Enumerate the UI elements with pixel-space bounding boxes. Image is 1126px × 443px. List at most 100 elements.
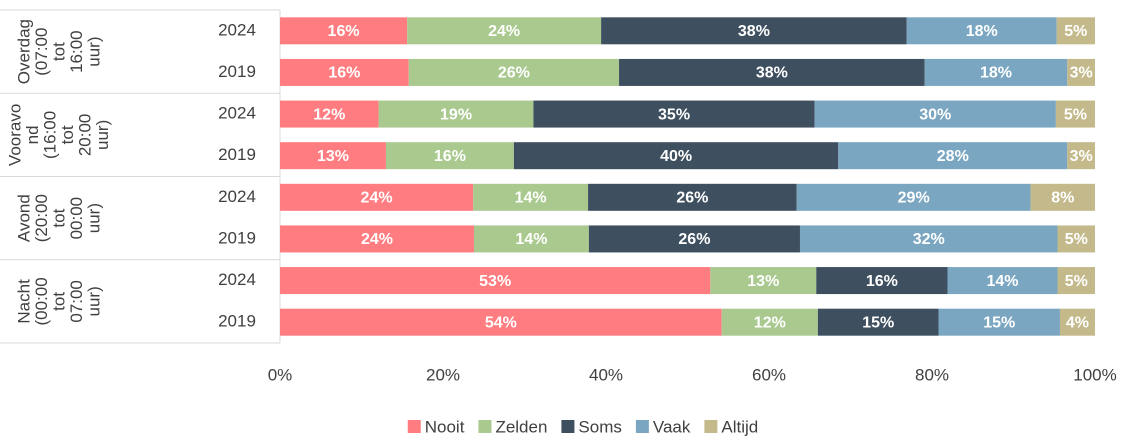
value-label: 24% [361, 231, 393, 248]
value-label: 13% [747, 273, 779, 290]
bar-segment [817, 308, 939, 336]
bar-segment [816, 267, 948, 295]
value-label: 12% [754, 314, 786, 331]
bar-segment [601, 17, 907, 45]
value-label: 5% [1065, 231, 1088, 248]
y-tick-label: 2019 [218, 228, 256, 247]
legend-label: Nooit [425, 417, 465, 436]
value-label: 18% [966, 23, 998, 40]
legend-label: Soms [578, 417, 621, 436]
group-label: tot [49, 292, 68, 311]
bar-segment [838, 142, 1068, 170]
legend-swatch [478, 420, 492, 433]
bar-segment [378, 100, 534, 128]
group-label: Nacht [14, 279, 33, 324]
bar-segment [280, 308, 722, 336]
x-tick-label: 60% [752, 365, 786, 384]
value-label: 16% [328, 65, 360, 82]
bar-segment [533, 100, 815, 128]
legend-swatch [407, 420, 421, 433]
bar-segment [280, 58, 409, 86]
value-label: 38% [756, 65, 788, 82]
group-label: uur) [93, 120, 112, 150]
group-label: 07:00 [67, 280, 86, 323]
group-label: nd [23, 125, 42, 144]
value-label: 12% [313, 106, 345, 123]
y-tick-label: 2019 [218, 145, 256, 164]
bar-segment [1055, 100, 1095, 128]
bar-segment [1056, 17, 1095, 45]
bar-segment [1059, 308, 1095, 336]
group-label: (00:00 [32, 277, 51, 325]
value-label: 54% [485, 314, 517, 331]
value-label: 14% [515, 190, 547, 207]
legend-label: Altijd [721, 417, 758, 436]
value-label: 38% [738, 23, 770, 40]
value-label: 29% [898, 190, 930, 207]
y-tick-label: 2019 [218, 62, 256, 81]
bar-segment [473, 183, 589, 211]
value-label: 30% [919, 106, 951, 123]
group-label: (20:00 [32, 194, 51, 242]
legend-swatch [561, 420, 575, 433]
value-label: 5% [1064, 23, 1087, 40]
value-label: 3% [1070, 65, 1093, 82]
bar-segment [280, 100, 379, 128]
legend-swatch [635, 420, 649, 433]
bar-segment [280, 183, 474, 211]
bar-segment [814, 100, 1056, 128]
bar-segment [407, 17, 602, 45]
group-label: uur) [84, 203, 103, 233]
value-label: 35% [658, 106, 690, 123]
value-label: 3% [1070, 148, 1093, 165]
group-label: uur) [84, 286, 103, 316]
bar-segment [1057, 225, 1095, 253]
legend-swatch [704, 420, 718, 433]
value-label: 26% [676, 190, 708, 207]
bar-segment [710, 267, 817, 295]
value-label: 24% [361, 190, 393, 207]
value-label: 4% [1066, 314, 1089, 331]
bar-segment [1067, 142, 1095, 170]
bar-segment [906, 17, 1057, 45]
value-label: 5% [1064, 106, 1087, 123]
value-label: 13% [317, 148, 349, 165]
legend-label: Vaak [653, 417, 691, 436]
value-label: 16% [434, 148, 466, 165]
group-label: 16:00 [67, 30, 86, 73]
group-label: Vooravo [6, 104, 25, 166]
value-label: 5% [1065, 273, 1088, 290]
x-tick-label: 40% [589, 365, 623, 384]
bar-segment [385, 142, 514, 170]
group-label: tot [49, 42, 68, 61]
value-label: 14% [986, 273, 1018, 290]
y-tick-label: 2024 [218, 187, 256, 206]
value-label: 16% [866, 273, 898, 290]
group-label: 20:00 [76, 114, 95, 157]
value-label: 15% [983, 314, 1015, 331]
x-tick-label: 0% [268, 365, 293, 384]
value-label: 26% [498, 65, 530, 82]
value-label: 8% [1051, 190, 1074, 207]
bar-segment [473, 225, 589, 253]
group-label: 00:00 [67, 197, 86, 240]
group-label: tot [49, 208, 68, 227]
x-tick-label: 20% [426, 365, 460, 384]
bar-segment [1030, 183, 1095, 211]
bar-segment [588, 225, 800, 253]
value-label: 15% [862, 314, 894, 331]
bar-segment [280, 142, 386, 170]
value-label: 53% [479, 273, 511, 290]
bar-segment [796, 183, 1031, 211]
group-label: Avond [14, 194, 33, 242]
bar-segment [408, 58, 620, 86]
value-label: 19% [440, 106, 472, 123]
bar-segment [619, 58, 925, 86]
bar-segment [513, 142, 839, 170]
legend: Nooit Zelden Soms Vaak Altijd [407, 417, 758, 436]
bar-segment [924, 58, 1068, 86]
bar-segment [1057, 267, 1095, 295]
bar-segment [280, 17, 408, 45]
value-label: 16% [328, 23, 360, 40]
y-tick-label: 2024 [218, 20, 256, 39]
